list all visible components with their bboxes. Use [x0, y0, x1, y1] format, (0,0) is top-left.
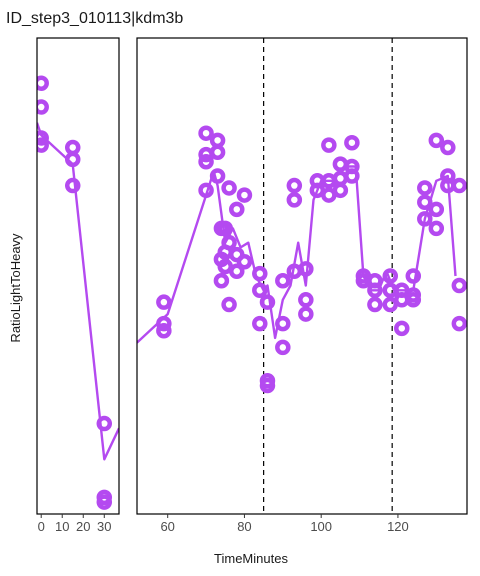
- data-point: [367, 296, 383, 313]
- data-point: [405, 292, 422, 308]
- data-point: [236, 253, 253, 270]
- data-point: [64, 139, 81, 156]
- data-point: [417, 194, 433, 210]
- data-point: [259, 377, 276, 394]
- x-tick-label: 100: [310, 519, 332, 534]
- x-tick-label: 30: [97, 519, 111, 534]
- data-point: [156, 322, 172, 339]
- data-point: [37, 137, 49, 153]
- data-point: [198, 182, 214, 199]
- data-point: [428, 220, 445, 237]
- data-point: [286, 192, 303, 208]
- data-point: [209, 144, 226, 160]
- data-point: [252, 265, 268, 282]
- data-point: [209, 132, 226, 149]
- data-point: [221, 234, 237, 251]
- data-point: [221, 180, 237, 196]
- data-point: [156, 294, 172, 310]
- data-point: [64, 177, 81, 194]
- data-point: [252, 315, 268, 332]
- panel-right: 60 80 100 120: [136, 37, 468, 534]
- data-point: [332, 170, 349, 187]
- data-point: [275, 273, 291, 289]
- x-tick-label: 80: [237, 519, 251, 534]
- data-point: [286, 177, 303, 194]
- data-point: [259, 294, 276, 310]
- data-point: [236, 187, 253, 203]
- data-point: [275, 315, 291, 332]
- data-point: [451, 177, 467, 194]
- data-point: [252, 282, 268, 299]
- x-tick-label: 120: [387, 519, 409, 534]
- data-point: [332, 156, 349, 172]
- panel-frame-right: [136, 37, 468, 515]
- data-point: [209, 168, 226, 184]
- data-point: [37, 75, 49, 91]
- data-point: [451, 277, 467, 294]
- data-point: [428, 201, 445, 218]
- data-point: [451, 315, 467, 332]
- x-tick-label: 20: [76, 519, 90, 534]
- series-line-left: [37, 122, 119, 461]
- data-point: [428, 132, 445, 149]
- data-point: [321, 137, 337, 153]
- data-point: [440, 139, 456, 156]
- data-point: [198, 154, 214, 170]
- panel-frame-left: [36, 37, 120, 515]
- data-point: [229, 263, 245, 279]
- data-point: [156, 315, 172, 332]
- data-point: [96, 494, 113, 510]
- data-point: [286, 263, 303, 279]
- chart-title: ID_step3_010113|kdm3b: [6, 10, 183, 27]
- data-point: [198, 125, 214, 141]
- data-point: [382, 268, 399, 284]
- data-point: [37, 99, 49, 115]
- data-point: [298, 306, 314, 322]
- data-point: [344, 168, 360, 184]
- data-point: [96, 415, 113, 432]
- data-point: [64, 151, 81, 168]
- data-point: [394, 320, 410, 337]
- data-point: [298, 292, 314, 308]
- y-axis-title: RatioLightToHeavy: [8, 233, 23, 343]
- data-point: [217, 220, 234, 237]
- data-point: [417, 180, 433, 196]
- data-point: [229, 201, 245, 218]
- data-point: [37, 130, 49, 146]
- data-point: [344, 134, 360, 151]
- panel-left: 0 10 20 30: [36, 37, 120, 534]
- data-point: [213, 273, 230, 289]
- x-axis-title: TimeMinutes: [214, 551, 288, 566]
- x-tick-label: 60: [160, 519, 174, 534]
- x-tick-label: 0: [38, 519, 45, 534]
- x-tick-label: 10: [55, 519, 69, 534]
- data-point: [332, 182, 349, 199]
- data-point: [417, 211, 433, 227]
- data-point: [275, 339, 291, 356]
- data-point: [405, 268, 422, 284]
- data-point: [221, 296, 237, 313]
- data-point: [298, 261, 314, 277]
- data-point: [367, 282, 383, 299]
